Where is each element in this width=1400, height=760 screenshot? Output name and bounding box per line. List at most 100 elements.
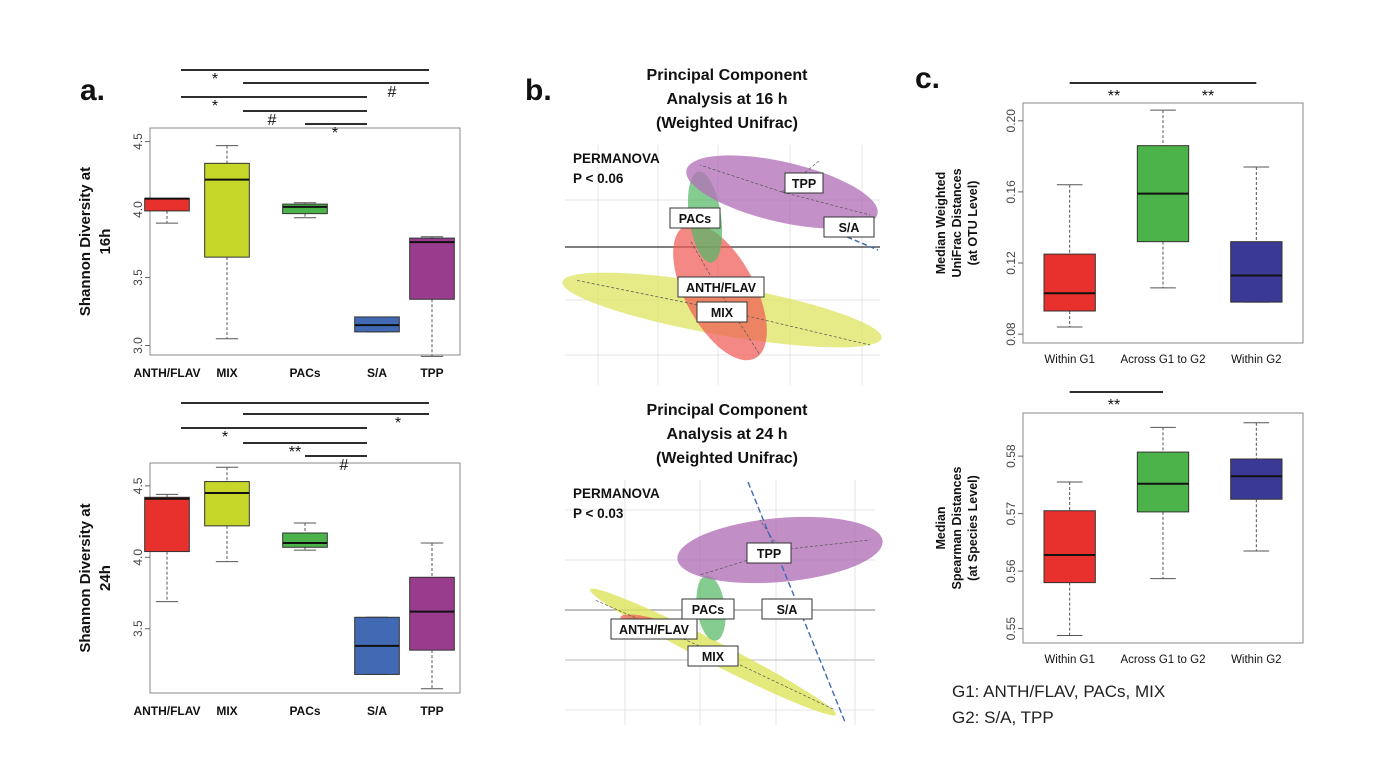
pca-24h-label-tpp: TPP	[746, 542, 792, 564]
significance-label: #	[388, 84, 397, 101]
pca-24h: Principal Component Analysis at 24 h (We…	[565, 402, 883, 725]
group-legend-g1: G1: ANTH/FLAV, PACs, MIX	[952, 682, 1165, 701]
y-axis-label: (at OTU Level)	[966, 181, 980, 266]
svg-text:S/A: S/A	[777, 603, 798, 617]
box-mix	[204, 162, 250, 258]
y-tick-label: 0.16	[1004, 180, 1018, 204]
plot-frame	[149, 127, 461, 356]
y-tick-label: 0.58	[1004, 444, 1018, 468]
significance-label: **	[289, 444, 301, 461]
pca-16h-label-anth-flav: ANTH/FLAV	[677, 276, 765, 298]
box-within-g1	[1043, 510, 1096, 584]
pca-16h-title-line2: Analysis at 16 h	[667, 91, 788, 108]
x-tick-label: Within G2	[1231, 654, 1282, 666]
significance-label: **	[1108, 397, 1120, 414]
panel-letter-a: a.	[80, 74, 105, 107]
svg-text:S/A: S/A	[839, 221, 860, 235]
y-tick-label: 4.5	[131, 477, 145, 494]
y-axis-label: Median	[934, 506, 948, 549]
x-tick-label: TPP	[420, 366, 443, 380]
svg-text:MIX: MIX	[711, 306, 734, 320]
y-tick-label: 3.5	[131, 620, 145, 637]
plot-frame	[149, 462, 461, 694]
y-axis-label: 16h	[97, 229, 114, 255]
pca-24h-pvalue: P < 0.03	[573, 506, 624, 521]
y-tick-label: 0.20	[1004, 109, 1018, 133]
significance-label: *	[222, 429, 228, 446]
x-tick-label: PACs	[289, 704, 320, 718]
boxplot-24h: 3.5 4.0 4.5 Shannon Diversity at 24h ANTH/FLA…	[77, 402, 461, 718]
pca-16h-title-line3: (Weighted Unifrac)	[656, 115, 798, 132]
y-axis-label: Shannon Diversity at	[77, 503, 94, 652]
pca-16h-label-tpp: TPP	[784, 172, 824, 194]
svg-text:ANTH/FLAV: ANTH/FLAV	[686, 281, 757, 295]
boxplot-spearman-distances: 0.55 0.56 0.57 0.58 Median Spearman Distances…	[934, 391, 1304, 666]
y-tick-label: 4.5	[131, 133, 145, 150]
pca-24h-title-line3: (Weighted Unifrac)	[656, 450, 798, 467]
pca-24h-label-mix: MIX	[687, 645, 739, 667]
pca-16h-label-s-a: S/A	[823, 216, 875, 238]
pca-16h-segment-s-a	[839, 233, 879, 251]
svg-text:PACs: PACs	[692, 603, 724, 617]
panel-letter-c: c.	[915, 62, 940, 95]
svg-text:TPP: TPP	[792, 177, 816, 191]
y-tick-label: 0.57	[1004, 502, 1018, 526]
y-axis-label: (at Species Level)	[966, 475, 980, 581]
x-tick-label: Within G2	[1231, 354, 1282, 366]
svg-text:TPP: TPP	[757, 547, 781, 561]
boxplot-16h: 3.0 3.5 4.0 4.5 Shannon Diversity at 16h ANTH/…	[77, 69, 461, 380]
box-tpp	[409, 237, 455, 300]
significance-label: **	[1108, 88, 1120, 105]
y-axis-label: Median Weighted	[934, 172, 948, 275]
significance-label: *	[212, 98, 218, 115]
pca-24h-title-line2: Analysis at 24 h	[667, 426, 788, 443]
x-tick-label: S/A	[367, 366, 387, 380]
box-within-g1	[1043, 253, 1096, 312]
panel-letter-b: b.	[525, 74, 552, 107]
x-tick-label: S/A	[367, 704, 387, 718]
x-tick-label: PACs	[289, 366, 320, 380]
y-axis-label: Spearman Distances	[950, 466, 964, 589]
x-tick-label: Across G1 to G2	[1120, 654, 1205, 666]
group-legend-g2: G2: S/A, TPP	[952, 708, 1054, 727]
significance-label: *	[395, 415, 401, 432]
x-tick-label: Within G1	[1044, 354, 1095, 366]
y-tick-label: 0.12	[1004, 251, 1018, 275]
box-within-g2	[1230, 241, 1283, 303]
pca-16h: Principal Component Analysis at 16 h (We…	[562, 67, 882, 385]
x-tick-label: MIX	[216, 704, 237, 718]
box-pacs	[282, 532, 328, 548]
significance-label: #	[268, 112, 277, 129]
pca-24h-label-s-a: S/A	[761, 598, 813, 620]
y-tick-label: 0.08	[1004, 322, 1018, 346]
box-anth-flav	[144, 496, 190, 553]
x-tick-label: MIX	[216, 366, 237, 380]
y-tick-label: 4.0	[131, 201, 145, 218]
y-tick-label: 0.55	[1004, 617, 1018, 641]
y-axis-label: UniFrac Distances	[950, 168, 964, 277]
pca-16h-label-pacs: PACs	[669, 207, 721, 229]
box-pacs	[282, 203, 328, 215]
pca-16h-label-mix: MIX	[696, 301, 748, 323]
box-anth-flav	[144, 198, 190, 212]
box-mix	[204, 481, 250, 527]
x-tick-label: ANTH/FLAV	[133, 704, 200, 718]
x-tick-label: Within G1	[1044, 654, 1095, 666]
significance-label: **	[1202, 88, 1214, 105]
y-tick-label: 3.5	[131, 269, 145, 286]
pca-16h-title-line1: Principal Component	[647, 67, 809, 84]
pca-24h-title-line1: Principal Component	[647, 402, 809, 419]
x-tick-label: TPP	[420, 704, 443, 718]
svg-text:ANTH/FLAV: ANTH/FLAV	[619, 623, 690, 637]
y-tick-label: 3.0	[131, 337, 145, 354]
significance-label: *	[332, 125, 338, 142]
svg-text:MIX: MIX	[702, 650, 725, 664]
significance-label: *	[212, 71, 218, 88]
y-axis-label: 24h	[97, 565, 114, 591]
pca-24h-label-anth-flav: ANTH/FLAV	[610, 618, 698, 640]
pca-16h-pvalue: P < 0.06	[573, 171, 624, 186]
y-axis-label: Shannon Diversity at	[77, 167, 94, 316]
box-tpp	[409, 576, 455, 651]
pca-24h-permanova: PERMANOVA	[573, 486, 660, 501]
